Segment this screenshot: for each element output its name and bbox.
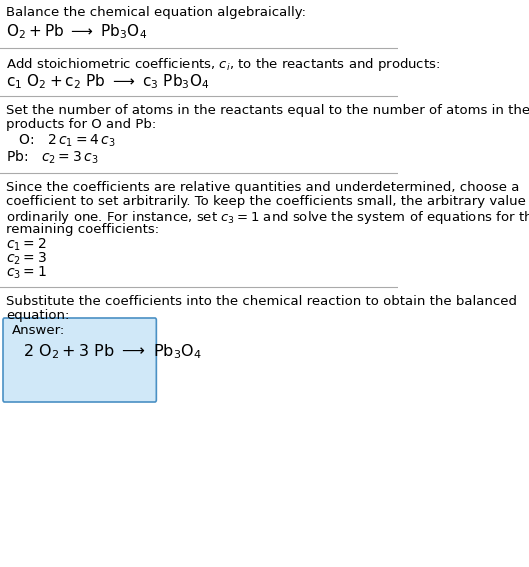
Text: $c_2 = 3$: $c_2 = 3$ [6, 251, 47, 268]
Text: equation:: equation: [6, 309, 69, 322]
Text: Add stoichiometric coefficients, $c_i$, to the reactants and products:: Add stoichiometric coefficients, $c_i$, … [6, 56, 440, 73]
Text: $\mathrm{2\ O_2 + 3\ Pb \ {\longrightarrow}\ Pb_3O_4}$: $\mathrm{2\ O_2 + 3\ Pb \ {\longrightarr… [23, 342, 202, 361]
Text: coefficient to set arbitrarily. To keep the coefficients small, the arbitrary va: coefficient to set arbitrarily. To keep … [6, 195, 529, 208]
Text: Since the coefficients are relative quantities and underdetermined, choose a: Since the coefficients are relative quan… [6, 181, 519, 194]
Text: ordinarily one. For instance, set $c_3 = 1$ and solve the system of equations fo: ordinarily one. For instance, set $c_3 =… [6, 209, 529, 226]
Text: $\mathrm{c_1\ O_2 + c_2\ Pb \ {\longrightarrow}\ c_3\ Pb_3O_4}$: $\mathrm{c_1\ O_2 + c_2\ Pb \ {\longrigh… [6, 72, 209, 91]
Text: O:   $2\,c_1 = 4\,c_3$: O: $2\,c_1 = 4\,c_3$ [14, 133, 115, 149]
FancyBboxPatch shape [3, 318, 157, 402]
Text: $c_1 = 2$: $c_1 = 2$ [6, 237, 47, 253]
Text: $c_3 = 1$: $c_3 = 1$ [6, 265, 47, 281]
Text: $\mathrm{O_2 + Pb \ {\longrightarrow}\ Pb_3O_4}$: $\mathrm{O_2 + Pb \ {\longrightarrow}\ P… [6, 22, 147, 41]
Text: Pb:   $c_2 = 3\,c_3$: Pb: $c_2 = 3\,c_3$ [6, 149, 98, 166]
Text: remaining coefficients:: remaining coefficients: [6, 223, 159, 236]
Text: Substitute the coefficients into the chemical reaction to obtain the balanced: Substitute the coefficients into the che… [6, 295, 517, 308]
Text: Balance the chemical equation algebraically:: Balance the chemical equation algebraica… [6, 6, 306, 19]
Text: Set the number of atoms in the reactants equal to the number of atoms in the: Set the number of atoms in the reactants… [6, 104, 529, 117]
Text: Answer:: Answer: [12, 324, 65, 337]
Text: products for O and Pb:: products for O and Pb: [6, 118, 156, 131]
